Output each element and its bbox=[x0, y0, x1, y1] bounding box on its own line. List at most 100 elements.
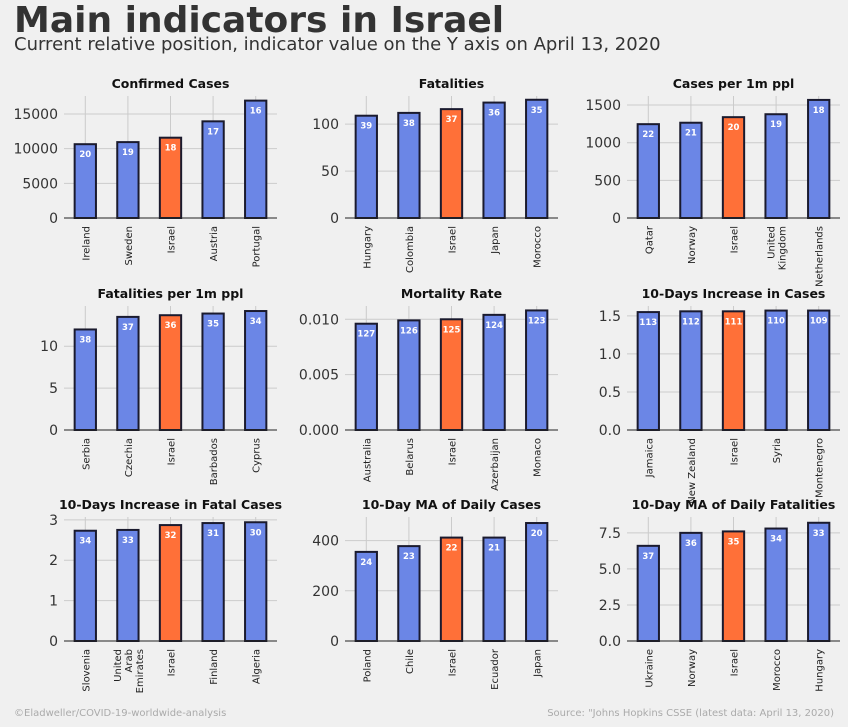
x-tick-label: Azerbaijan bbox=[490, 438, 501, 491]
bar bbox=[244, 521, 268, 642]
x-tick-label-text: Slovenia bbox=[81, 649, 92, 692]
bar bbox=[482, 313, 506, 432]
rank-label: 30 bbox=[250, 528, 262, 538]
y-tick-label: 100 bbox=[312, 117, 339, 133]
rank-label: 23 bbox=[403, 552, 415, 562]
rank-label: 17 bbox=[207, 127, 219, 137]
chart-title: Fatalities per 1m ppl bbox=[98, 286, 244, 301]
x-tick-label-text: Israel bbox=[167, 649, 178, 676]
x-tick-label-text: Finland bbox=[209, 649, 220, 685]
bar-highlight bbox=[721, 310, 746, 432]
y-tick-label: 200 bbox=[312, 584, 339, 600]
x-tick-label-text: Australia bbox=[362, 438, 373, 482]
x-tick-label: Israel bbox=[448, 226, 459, 253]
x-tick-label-text: Israel bbox=[448, 226, 459, 253]
x-tick-label-text: Syria bbox=[772, 438, 783, 463]
x-tick-label: Israel bbox=[730, 649, 741, 676]
chart-title: 10-Days Increase in Cases bbox=[642, 286, 826, 301]
rank-label: 33 bbox=[122, 536, 134, 546]
rank-label: 19 bbox=[122, 148, 134, 158]
y-tick-label: 500 bbox=[594, 173, 621, 189]
bar bbox=[244, 99, 268, 219]
chart-title: Fatalities bbox=[419, 76, 484, 91]
rank-label: 37 bbox=[446, 115, 458, 125]
x-tick-label: Sweden bbox=[124, 226, 135, 266]
x-tick-label-text: UnitedKingdom bbox=[767, 226, 789, 270]
rank-label: 20 bbox=[79, 150, 91, 160]
bar bbox=[679, 310, 703, 432]
x-tick-label-text: Jamaica bbox=[644, 438, 655, 478]
x-tick-label-text: Ecuador bbox=[490, 648, 501, 690]
y-tick-label: 0.0 bbox=[599, 634, 621, 650]
rank-label: 21 bbox=[488, 544, 500, 554]
bar-highlight bbox=[439, 108, 464, 219]
y-tick-label: 0.5 bbox=[599, 385, 621, 401]
y-tick-label: 1500 bbox=[585, 98, 621, 114]
y-tick-label: 1 bbox=[49, 594, 58, 610]
x-tick-label: UnitedArabEmirates bbox=[113, 649, 146, 693]
rank-label: 113 bbox=[639, 318, 657, 328]
y-tick-label: 0 bbox=[330, 634, 339, 650]
x-tick-label: Chile bbox=[405, 649, 416, 674]
x-tick-label: New Zealand bbox=[687, 438, 698, 504]
x-tick-label: Cyprus bbox=[252, 438, 263, 473]
x-tick-label: Norway bbox=[687, 226, 698, 264]
x-tick-label-text: Poland bbox=[362, 649, 373, 682]
rank-label: 35 bbox=[207, 320, 219, 330]
x-tick-label: Israel bbox=[730, 438, 741, 465]
rank-label: 125 bbox=[443, 325, 461, 335]
y-tick-label: 2 bbox=[49, 553, 58, 569]
bar bbox=[807, 521, 831, 643]
x-tick-label-text: Japan bbox=[533, 649, 544, 678]
chart-title: Confirmed Cases bbox=[112, 76, 230, 91]
x-tick-label: Montenegro bbox=[815, 438, 826, 498]
x-tick-label: Hungary bbox=[362, 226, 373, 269]
chart-title: 10-Day MA of Daily Cases bbox=[362, 497, 541, 512]
x-tick-label-text: Israel bbox=[730, 226, 741, 253]
rank-label: 38 bbox=[79, 335, 91, 345]
x-tick-label: Barbados bbox=[209, 438, 220, 485]
x-tick-label: Ecuador bbox=[490, 648, 501, 690]
rank-label: 127 bbox=[357, 330, 375, 340]
bar bbox=[679, 531, 703, 643]
rank-label: 37 bbox=[122, 323, 134, 333]
x-tick-label-text: Israel bbox=[448, 438, 459, 465]
bar bbox=[482, 101, 506, 219]
x-tick-label-text: Netherlands bbox=[815, 226, 826, 287]
bar-highlight bbox=[158, 314, 183, 431]
bar bbox=[764, 527, 788, 643]
bar-highlight bbox=[439, 318, 464, 431]
rank-label: 20 bbox=[531, 529, 543, 539]
x-tick-label: Qatar bbox=[644, 225, 655, 254]
x-tick-label: Israel bbox=[730, 226, 741, 253]
rank-label: 16 bbox=[250, 107, 262, 117]
rank-label: 34 bbox=[770, 535, 782, 545]
x-tick-label-text: Israel bbox=[167, 438, 178, 465]
y-tick-label: 2.5 bbox=[599, 598, 621, 614]
rank-label: 36 bbox=[685, 539, 697, 549]
bar bbox=[525, 309, 549, 431]
bar bbox=[636, 311, 660, 431]
rank-label: 32 bbox=[165, 531, 177, 541]
bar bbox=[244, 310, 268, 432]
y-tick-label: 0 bbox=[612, 211, 621, 227]
y-tick-label: 1.5 bbox=[599, 309, 621, 325]
rank-label: 22 bbox=[642, 130, 654, 140]
x-tick-label-text: Sweden bbox=[124, 226, 135, 266]
y-tick-label: 50 bbox=[321, 164, 339, 180]
x-tick-label-text: Montenegro bbox=[815, 438, 826, 498]
x-tick-label-text: Austria bbox=[209, 226, 220, 261]
page-subtitle: Current relative position, indicator val… bbox=[14, 34, 661, 55]
x-tick-label-text: Chile bbox=[405, 649, 416, 674]
x-tick-label-text: Cyprus bbox=[252, 438, 263, 473]
rank-label: 36 bbox=[165, 321, 177, 331]
x-tick-label: Finland bbox=[209, 649, 220, 685]
bar bbox=[525, 98, 549, 219]
rank-label: 18 bbox=[165, 144, 177, 154]
x-tick-label: Slovenia bbox=[81, 649, 92, 692]
chart-title: 10-Day MA of Daily Fatalities bbox=[632, 497, 836, 512]
rank-label: 36 bbox=[488, 109, 500, 119]
x-tick-label: Israel bbox=[448, 649, 459, 676]
x-tick-label: Austria bbox=[209, 226, 220, 261]
